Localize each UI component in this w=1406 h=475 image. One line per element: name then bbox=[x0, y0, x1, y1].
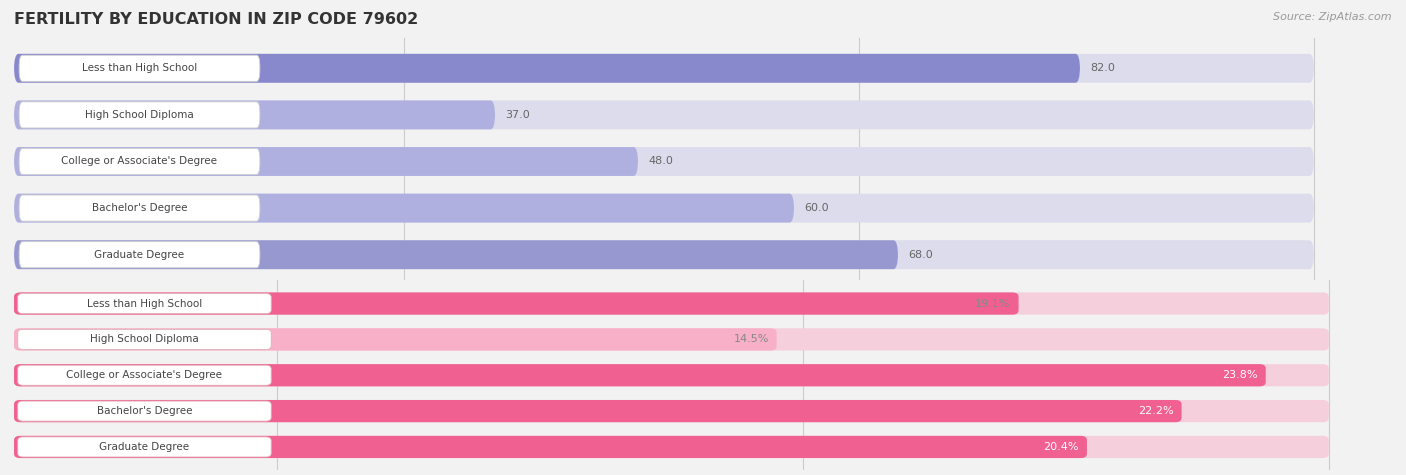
Text: 22.2%: 22.2% bbox=[1137, 406, 1174, 416]
FancyBboxPatch shape bbox=[18, 365, 271, 385]
FancyBboxPatch shape bbox=[14, 100, 495, 129]
FancyBboxPatch shape bbox=[14, 364, 1329, 386]
FancyBboxPatch shape bbox=[14, 147, 1315, 176]
FancyBboxPatch shape bbox=[14, 436, 1329, 458]
FancyBboxPatch shape bbox=[20, 195, 260, 221]
FancyBboxPatch shape bbox=[20, 55, 260, 81]
Text: 37.0: 37.0 bbox=[505, 110, 530, 120]
FancyBboxPatch shape bbox=[14, 364, 1265, 386]
FancyBboxPatch shape bbox=[20, 102, 260, 128]
FancyBboxPatch shape bbox=[14, 400, 1329, 422]
FancyBboxPatch shape bbox=[18, 437, 271, 457]
FancyBboxPatch shape bbox=[20, 149, 260, 174]
FancyBboxPatch shape bbox=[18, 294, 271, 314]
Text: Bachelor's Degree: Bachelor's Degree bbox=[97, 406, 193, 416]
Text: 19.1%: 19.1% bbox=[976, 299, 1011, 309]
Text: 20.4%: 20.4% bbox=[1043, 442, 1078, 452]
FancyBboxPatch shape bbox=[14, 293, 1018, 314]
FancyBboxPatch shape bbox=[14, 240, 1315, 269]
FancyBboxPatch shape bbox=[14, 328, 776, 351]
Text: College or Associate's Degree: College or Associate's Degree bbox=[62, 156, 218, 167]
FancyBboxPatch shape bbox=[18, 401, 271, 421]
FancyBboxPatch shape bbox=[14, 194, 1315, 223]
Text: Graduate Degree: Graduate Degree bbox=[100, 442, 190, 452]
Text: Less than High School: Less than High School bbox=[87, 299, 202, 309]
Text: Bachelor's Degree: Bachelor's Degree bbox=[91, 203, 187, 213]
Text: College or Associate's Degree: College or Associate's Degree bbox=[66, 370, 222, 380]
FancyBboxPatch shape bbox=[14, 436, 1087, 458]
Text: Graduate Degree: Graduate Degree bbox=[94, 250, 184, 260]
FancyBboxPatch shape bbox=[14, 194, 794, 223]
FancyBboxPatch shape bbox=[14, 54, 1315, 83]
FancyBboxPatch shape bbox=[14, 240, 898, 269]
Text: 68.0: 68.0 bbox=[908, 250, 934, 260]
Text: Less than High School: Less than High School bbox=[82, 63, 197, 73]
Text: 23.8%: 23.8% bbox=[1222, 370, 1258, 380]
FancyBboxPatch shape bbox=[14, 100, 1315, 129]
FancyBboxPatch shape bbox=[14, 400, 1181, 422]
Text: 82.0: 82.0 bbox=[1091, 63, 1115, 73]
FancyBboxPatch shape bbox=[14, 328, 1329, 351]
Text: 14.5%: 14.5% bbox=[734, 334, 769, 344]
Text: FERTILITY BY EDUCATION IN ZIP CODE 79602: FERTILITY BY EDUCATION IN ZIP CODE 79602 bbox=[14, 12, 419, 27]
Text: 60.0: 60.0 bbox=[804, 203, 830, 213]
FancyBboxPatch shape bbox=[20, 242, 260, 268]
FancyBboxPatch shape bbox=[14, 54, 1080, 83]
Text: 48.0: 48.0 bbox=[648, 156, 673, 167]
Text: High School Diploma: High School Diploma bbox=[86, 110, 194, 120]
FancyBboxPatch shape bbox=[14, 293, 1329, 314]
FancyBboxPatch shape bbox=[14, 147, 638, 176]
FancyBboxPatch shape bbox=[18, 329, 271, 350]
Text: Source: ZipAtlas.com: Source: ZipAtlas.com bbox=[1274, 12, 1392, 22]
Text: High School Diploma: High School Diploma bbox=[90, 334, 198, 344]
